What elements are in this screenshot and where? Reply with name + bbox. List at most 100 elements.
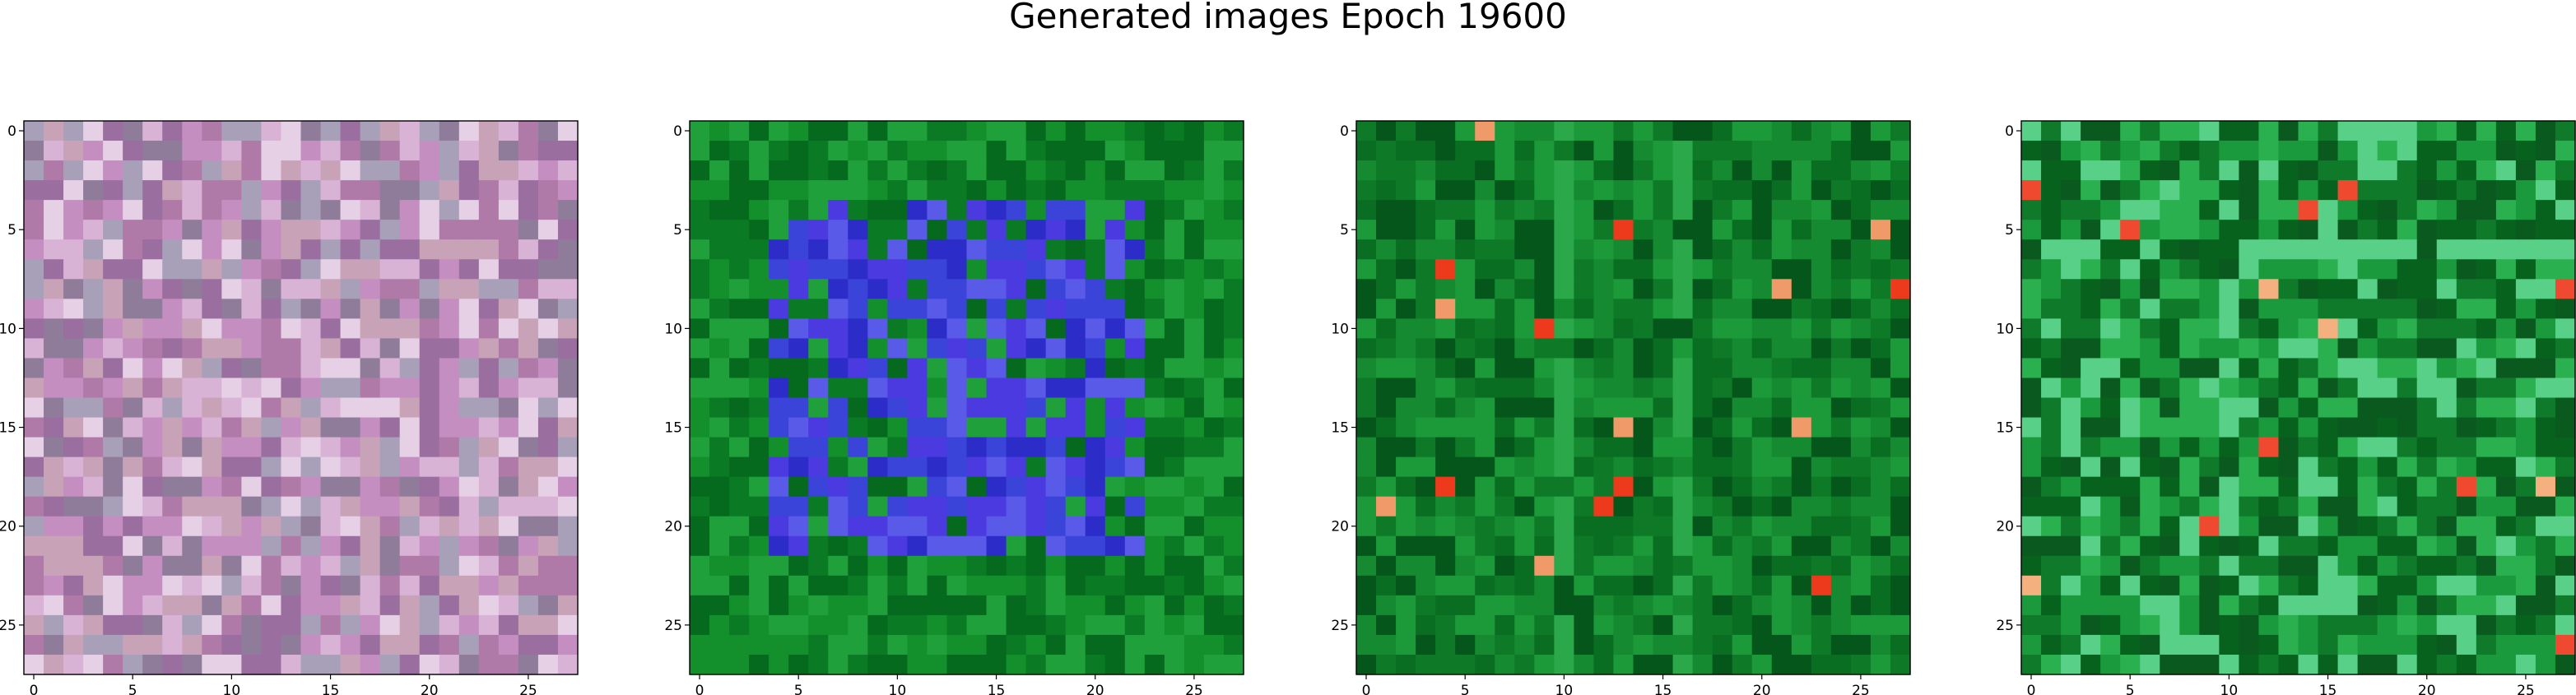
image-pixel xyxy=(2495,160,2517,181)
image-pixel xyxy=(1124,121,1146,141)
image-pixel xyxy=(1732,141,1753,161)
image-pixel xyxy=(2021,141,2042,161)
image-pixel xyxy=(439,595,460,616)
image-pixel xyxy=(2535,338,2556,359)
image-pixel xyxy=(360,160,381,181)
image-pixel xyxy=(1085,378,1106,399)
image-pixel xyxy=(1593,614,1615,636)
image-pixel xyxy=(1653,160,1674,181)
image-pixel xyxy=(1144,417,1165,438)
image-pixel xyxy=(887,279,908,299)
image-pixel xyxy=(1751,595,1773,616)
image-pixel xyxy=(2041,338,2062,359)
image-pixel xyxy=(261,456,282,478)
image-pixel xyxy=(1164,220,1185,240)
image-pixel xyxy=(966,358,988,379)
image-pixel xyxy=(966,220,988,240)
image-pixel xyxy=(1534,614,1555,636)
image-pixel xyxy=(261,535,282,557)
image-pixel xyxy=(2081,634,2101,656)
image-pixel xyxy=(1751,358,1773,379)
image-pixel xyxy=(399,535,421,557)
image-pixel xyxy=(1223,437,1244,458)
image-pixel xyxy=(2555,338,2576,359)
y-tick-label: 0 xyxy=(7,123,16,140)
image-pixel xyxy=(2416,555,2438,577)
image-pixel xyxy=(2515,417,2536,438)
image-pixel xyxy=(241,358,263,379)
image-pixel xyxy=(1672,279,1694,299)
image-pixel xyxy=(1183,239,1205,260)
image-pixel xyxy=(828,456,849,478)
image-pixel xyxy=(1574,141,1595,161)
image-pixel xyxy=(1495,338,1515,359)
image-pixel xyxy=(1356,397,1377,419)
image-pixel xyxy=(142,121,163,141)
image-pixel xyxy=(1475,141,1495,161)
image-pixel xyxy=(1025,575,1047,596)
image-pixel xyxy=(182,160,202,181)
image-pixel xyxy=(1045,299,1067,319)
image-pixel xyxy=(1124,634,1146,656)
image-pixel xyxy=(1732,358,1753,379)
image-pixel xyxy=(2298,279,2319,299)
image-pixel xyxy=(1791,634,1812,656)
image-pixel xyxy=(300,397,322,419)
image-pixel xyxy=(1830,437,1852,458)
image-pixel xyxy=(1870,614,1891,636)
image-pixel xyxy=(1870,496,1891,517)
image-pixel xyxy=(788,595,809,616)
image-pixel xyxy=(1534,358,1555,379)
image-pixel xyxy=(281,338,302,359)
image-pixel xyxy=(123,160,143,181)
image-pixel xyxy=(887,417,908,438)
image-pixel xyxy=(2021,180,2042,201)
image-pixel xyxy=(1045,358,1067,379)
image-pixel xyxy=(2239,378,2260,399)
image-pixel xyxy=(887,456,908,478)
image-pixel xyxy=(123,516,143,537)
image-pixel xyxy=(2160,397,2180,419)
image-pixel xyxy=(1376,555,1397,577)
image-pixel xyxy=(848,299,868,319)
image-pixel xyxy=(241,141,263,161)
image-pixel xyxy=(2357,338,2378,359)
image-pixel xyxy=(2239,239,2260,260)
image-pixel xyxy=(2337,160,2359,181)
image-pixel xyxy=(1672,456,1694,478)
image-pixel xyxy=(1830,220,1852,240)
image-pixel xyxy=(1751,456,1773,478)
image-pixel xyxy=(808,476,829,498)
image-pixel xyxy=(2476,397,2497,419)
image-pixel xyxy=(2476,437,2497,458)
image-pixel xyxy=(320,575,342,596)
image-pixel xyxy=(1223,614,1244,636)
image-pixel xyxy=(300,634,322,656)
image-pixel xyxy=(1164,279,1185,299)
image-pixel xyxy=(1771,220,1793,240)
image-pixel xyxy=(1006,259,1027,280)
image-pixel xyxy=(2219,575,2239,596)
image-pixel xyxy=(2021,496,2042,517)
image-pixel xyxy=(1475,417,1495,438)
image-pixel xyxy=(2041,259,2062,280)
image-pixel xyxy=(2416,535,2438,557)
image-pixel xyxy=(1613,200,1634,220)
image-pixel xyxy=(557,496,579,517)
image-pixel xyxy=(1613,456,1634,478)
y-tick-label: 5 xyxy=(673,222,682,239)
image-pixel xyxy=(123,358,143,379)
image-pixel xyxy=(2081,318,2101,339)
image-pixel xyxy=(788,476,809,498)
image-pixel xyxy=(1850,279,1872,299)
image-pixel xyxy=(2120,654,2141,675)
image-pixel xyxy=(281,259,302,280)
image-pixel xyxy=(2318,259,2339,280)
image-pixel xyxy=(1633,160,1654,181)
image-pixel xyxy=(202,555,222,577)
image-pixel xyxy=(2436,575,2457,596)
image-pixel xyxy=(1791,575,1812,596)
image-pixel xyxy=(986,200,1007,220)
image-pixel xyxy=(2436,476,2457,498)
image-pixel xyxy=(123,239,143,260)
